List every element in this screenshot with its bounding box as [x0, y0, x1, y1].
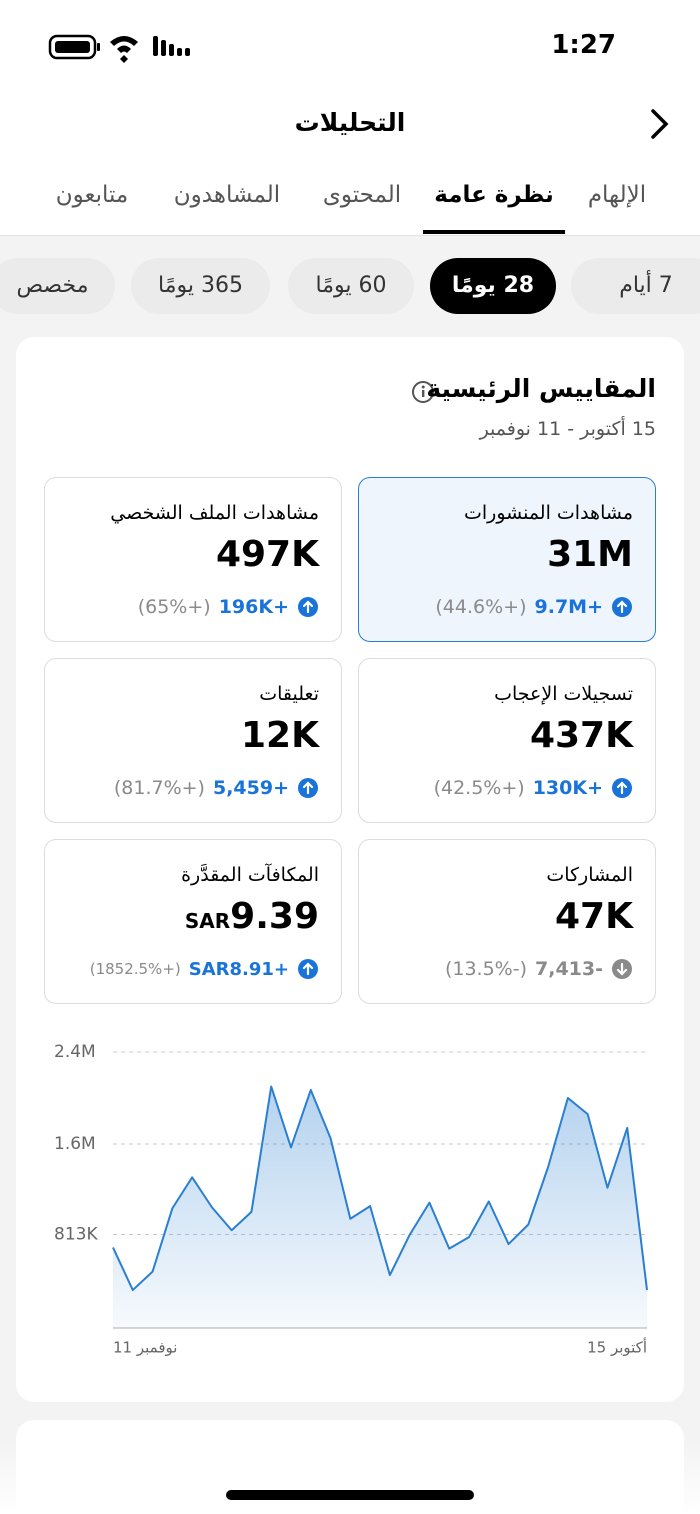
metric-number: 497K	[215, 534, 319, 575]
metric-number: 47K	[555, 896, 633, 937]
trend-icon	[298, 778, 318, 798]
chart: 813K 1.6M 2.4M 11 نوفمبر 15 أكتوبر	[54, 1042, 648, 1357]
metric-card[interactable]: تسجيلات الإعجاب 437K +130K (+42.5%)	[358, 658, 656, 823]
metric-card[interactable]: مشاهدات المنشورات 31M +9.7M (+44.6%)	[358, 477, 656, 642]
metric-change: +SAR8.91	[188, 958, 289, 980]
range-pill[interactable]: 28 يومًا	[430, 258, 556, 314]
metric-percent: (+44.6%)	[435, 596, 527, 618]
tab[interactable]: المحتوى	[322, 182, 402, 208]
metric-percent: (+81.7%)	[113, 777, 205, 799]
metric-change-row: +196K (+65%)	[138, 596, 319, 618]
metric-change: +130K	[532, 777, 603, 799]
metric-value: 12K	[241, 715, 319, 756]
metric-percent: (+1852.5%)	[89, 960, 181, 978]
metric-change: -7,413	[535, 958, 603, 980]
metric-value: 31M	[547, 534, 633, 575]
x-tick-label: 15 أكتوبر	[587, 1338, 647, 1357]
metric-number: 12K	[241, 715, 319, 756]
range-pill[interactable]: 365 يومًا	[131, 258, 270, 314]
metric-label: مشاهدات المنشورات	[463, 502, 633, 524]
trend-icon	[612, 959, 632, 979]
section-title: المقاييس الرئيسية	[426, 374, 656, 403]
metric-label: مشاهدات الملف الشخصي	[110, 502, 319, 524]
metric-change: +5,459	[212, 777, 289, 799]
page-title: التحليلات	[294, 108, 406, 137]
wifi	[110, 36, 138, 63]
trend-icon	[612, 778, 632, 798]
metric-percent: (-13.5%)	[444, 958, 527, 980]
metric-change-row: +130K (+42.5%)	[434, 777, 633, 799]
line	[112, 1085, 648, 1292]
metric-change-row: +5,459 (+81.7%)	[114, 777, 319, 799]
metric-value: SAR9.39	[185, 896, 319, 937]
metric-label: تعليقات	[259, 683, 319, 705]
battery	[48, 34, 97, 60]
metric-change: +196K	[218, 596, 289, 618]
info-icon[interactable]	[410, 379, 436, 405]
metric-percent: (+65%)	[137, 596, 211, 618]
metric-card[interactable]: مشاهدات الملف الشخصي 497K +196K (+65%)	[44, 477, 342, 642]
home-indicator	[226, 1490, 474, 1500]
metric-value: 497K	[216, 534, 319, 575]
metric-label: المكافآت المقدَّرة	[181, 864, 319, 886]
metric-change-row: +SAR8.91 (+1852.5%)	[90, 958, 319, 980]
range-pill[interactable]: 60 يومًا	[288, 258, 414, 314]
trend-icon	[612, 597, 632, 617]
metric-number: 31M	[547, 534, 633, 575]
date-range: 15 أكتوبر - 11 نوفمبر	[479, 418, 656, 440]
metric-number: 9.39	[230, 896, 319, 937]
metric-label: المشاركات	[546, 864, 633, 886]
battery-tip	[97, 43, 100, 51]
fade	[0, 1440, 700, 1514]
metric-card[interactable]: المكافآت المقدَّرة SAR9.39 +SAR8.91 (+1852.…	[44, 839, 342, 1004]
tab[interactable]: الإلهام	[587, 182, 647, 208]
metric-value: 47K	[555, 896, 633, 937]
metric-currency: SAR	[184, 909, 231, 933]
metric-change: +9.7M	[534, 596, 604, 618]
metric-card[interactable]: تعليقات 12K +5,459 (+81.7%)	[44, 658, 342, 823]
status-icons	[48, 34, 190, 63]
back-button[interactable]	[648, 108, 672, 140]
y-tick-label: 813K	[54, 1225, 98, 1245]
tab[interactable]: المشاهدون	[173, 182, 281, 208]
y-tick-label: 2.4M	[54, 1042, 96, 1062]
range-pill[interactable]: مخصص	[0, 258, 115, 314]
tab[interactable]: نظرة عامة	[434, 182, 554, 208]
metric-percent: (+42.5%)	[433, 777, 525, 799]
area	[113, 1086, 647, 1328]
metric-change-row: -7,413 (-13.5%)	[445, 958, 633, 980]
clock: 1:27	[551, 30, 616, 60]
y-tick-label: 1.6M	[54, 1134, 96, 1154]
metric-change-row: +9.7M (+44.6%)	[435, 596, 633, 618]
battery-level	[55, 41, 90, 53]
tab[interactable]: متابعون	[55, 182, 129, 208]
trend-icon	[298, 597, 318, 617]
tab-underline	[423, 230, 565, 234]
range-pill[interactable]: 7 أيام	[571, 258, 700, 314]
metric-value: 437K	[530, 715, 633, 756]
signal	[153, 36, 190, 56]
metric-label: تسجيلات الإعجاب	[494, 683, 633, 705]
x-tick-label: 11 نوفمبر	[113, 1339, 177, 1357]
metric-number: 437K	[529, 715, 633, 756]
metric-card[interactable]: المشاركات 47K -7,413 (-13.5%)	[358, 839, 656, 1004]
trend-icon	[298, 959, 318, 979]
